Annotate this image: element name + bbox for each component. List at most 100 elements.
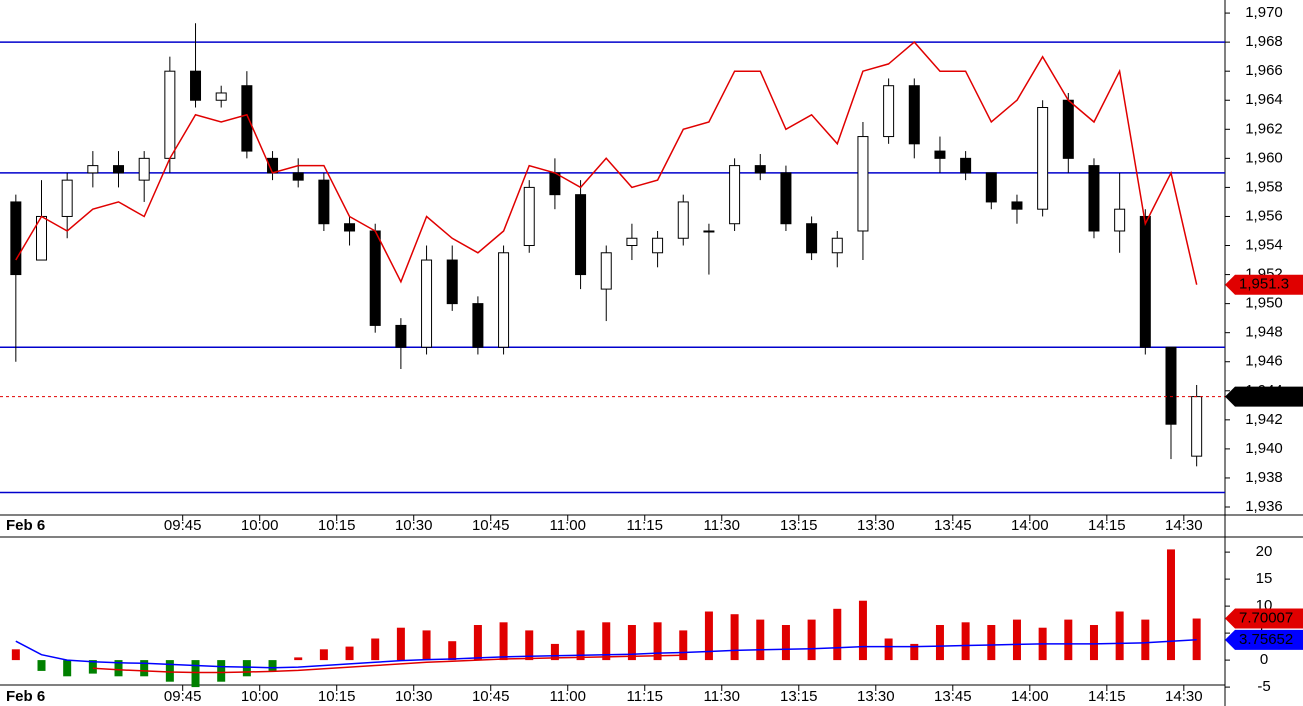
histogram-bar — [1166, 549, 1175, 661]
x-tick-label: 14:00 — [1011, 517, 1049, 534]
price-marker — [1225, 629, 1303, 650]
histogram-bar — [191, 660, 200, 688]
histogram-bar — [704, 611, 713, 661]
candle-body — [318, 179, 330, 225]
histogram-bar — [884, 638, 893, 661]
x-tick-label: 09:45 — [164, 688, 202, 705]
candle-body — [498, 252, 510, 348]
candle-body — [1139, 215, 1151, 348]
candle-body — [446, 259, 458, 305]
histogram-bar — [1115, 611, 1124, 661]
candle-body — [523, 186, 535, 247]
y-tick-label: 1,950 — [1245, 295, 1283, 312]
histogram-bar — [499, 622, 508, 661]
histogram-bar — [910, 643, 919, 661]
y-tick-label: 1,936 — [1245, 498, 1283, 515]
candle-body — [395, 324, 407, 348]
histogram-bar — [242, 660, 251, 677]
histogram-bar — [1012, 619, 1021, 661]
candle-body — [1037, 107, 1049, 210]
histogram-bar — [807, 619, 816, 661]
histogram-bar — [268, 660, 277, 671]
y-tick-label: 1,962 — [1245, 120, 1283, 137]
candle-body — [369, 230, 381, 326]
candle-body — [87, 165, 99, 174]
histogram-bar — [140, 660, 149, 677]
price-marker — [1225, 608, 1303, 629]
date-label: Feb 6 — [6, 517, 45, 534]
y-tick-label: 1,964 — [1245, 91, 1283, 108]
y-tick-label: 1,946 — [1245, 353, 1283, 370]
y-tick-label: 1,970 — [1245, 4, 1283, 21]
candle-body — [1191, 396, 1203, 457]
x-tick-label: 14:00 — [1011, 688, 1049, 705]
candle-body — [1062, 99, 1074, 159]
histogram-bar — [63, 660, 72, 677]
x-tick-label: 13:45 — [934, 517, 972, 534]
x-tick-label: 11:15 — [627, 517, 663, 534]
candle-body — [1088, 165, 1100, 232]
histogram-bar — [37, 660, 46, 671]
histogram-bar — [448, 641, 457, 661]
candle-body — [652, 237, 664, 254]
y-tick-label: 1,938 — [1245, 469, 1283, 486]
histogram-bar — [114, 660, 123, 677]
x-tick-label: 14:30 — [1165, 688, 1203, 705]
x-tick-label: 10:15 — [318, 517, 356, 534]
histogram-bar — [88, 660, 97, 674]
price-marker-label: 3.75652 — [1239, 631, 1293, 648]
candle-body — [806, 223, 818, 254]
y-tick-label: 1,940 — [1245, 440, 1283, 457]
candle-body — [754, 165, 766, 174]
candle-body — [1011, 201, 1023, 210]
x-tick-label: 11:30 — [704, 688, 740, 705]
x-tick-label: 11:00 — [550, 688, 586, 705]
candle-body — [10, 201, 22, 276]
y-tick-label: 1,942 — [1245, 411, 1283, 428]
candle-body — [703, 230, 715, 233]
candle-body — [677, 201, 689, 239]
histogram-bar — [217, 660, 226, 682]
price-marker — [1225, 274, 1303, 295]
histogram-bar — [319, 649, 328, 661]
candle-body — [344, 223, 356, 232]
x-tick-label: 10:30 — [395, 688, 433, 705]
x-tick-label: 13:30 — [857, 517, 895, 534]
candle-body — [1165, 346, 1177, 425]
line-series — [92, 654, 684, 674]
histogram-bar — [396, 627, 405, 661]
y-tick-label: 1,966 — [1245, 62, 1283, 79]
price-marker-label: 7.70007 — [1239, 609, 1293, 626]
candle-body — [549, 172, 561, 196]
histogram-bar — [987, 625, 996, 661]
y-tick-label: -5 — [1257, 678, 1270, 695]
y-tick-label: 1,958 — [1245, 178, 1283, 195]
x-tick-label: 10:30 — [395, 517, 433, 534]
histogram-bar — [858, 600, 867, 661]
histogram-bar — [294, 657, 303, 661]
candle-body — [113, 165, 125, 174]
candle-body — [472, 303, 484, 348]
candle-body — [241, 85, 253, 152]
candle-body — [421, 259, 433, 348]
histogram-bar — [1064, 619, 1073, 661]
x-tick-label: 13:15 — [780, 688, 818, 705]
candle-body — [729, 165, 741, 225]
histogram-bar — [345, 646, 354, 661]
y-tick-label: 1,960 — [1245, 149, 1283, 166]
x-tick-label: 11:00 — [550, 517, 586, 534]
histogram-bar — [550, 643, 559, 661]
histogram-bar — [525, 630, 534, 661]
x-tick-label: 10:45 — [472, 517, 510, 534]
candle-body — [626, 237, 638, 247]
x-tick-label: 14:15 — [1088, 517, 1126, 534]
date-label: Feb 6 — [6, 688, 45, 705]
x-tick-label: 13:45 — [934, 688, 972, 705]
candle-body — [600, 252, 612, 290]
histogram-bar — [11, 649, 20, 661]
candle-body — [985, 172, 997, 203]
candle-body — [1114, 208, 1126, 232]
y-tick-label: 15 — [1256, 570, 1273, 587]
